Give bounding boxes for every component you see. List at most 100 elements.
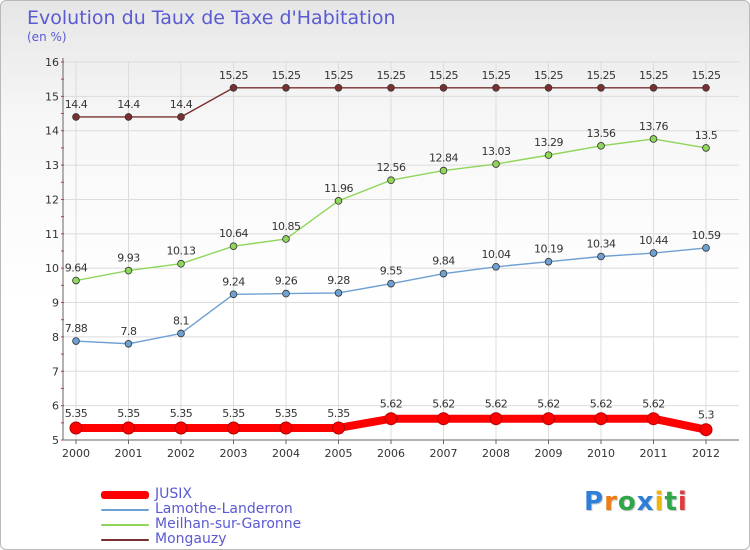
y-tick-label: 8 [52, 331, 59, 344]
data-label: 13.5 [695, 129, 718, 142]
data-point [702, 144, 710, 152]
data-point [647, 412, 660, 426]
legend-swatch [101, 508, 149, 511]
x-tick-label: 2001 [115, 447, 143, 460]
data-label: 5.62 [432, 398, 455, 411]
data-label: 14.4 [65, 98, 88, 111]
data-point [282, 235, 290, 243]
data-label: 13.76 [639, 120, 668, 133]
data-point [334, 289, 343, 297]
data-label: 5.62 [590, 398, 613, 411]
data-point [387, 176, 395, 185]
legend-label: Lamothe-Landerron [155, 501, 293, 517]
data-label: 13.29 [534, 136, 563, 149]
legend-label: Meilhan-sur-Garonne [155, 516, 302, 532]
y-tick-label: 13 [45, 159, 59, 172]
data-label: 15.25 [587, 69, 616, 82]
x-tick-label: 2010 [587, 447, 615, 460]
data-labels: 14.4 14.4 14.4 15.25 15.25 15.25 15.25 15.25 15.… [65, 69, 722, 422]
y-tick-label: 6 [52, 400, 59, 413]
data-label: 5.35 [275, 407, 298, 420]
logo-letter: i [677, 487, 688, 517]
data-point [437, 412, 450, 426]
data-label: 5.3 [698, 409, 714, 422]
data-label: 10.04 [482, 248, 511, 261]
data-label: 15.25 [429, 69, 458, 82]
x-tick-label: 2011 [640, 447, 668, 460]
data-label: 15.25 [534, 69, 563, 82]
legend-label: JUSIX [155, 486, 192, 502]
legend-item: JUSIX [101, 487, 301, 502]
y-tick-label: 16 [45, 56, 59, 69]
data-point [332, 421, 345, 435]
data-point [124, 113, 133, 121]
data-point [174, 421, 188, 435]
logo-letter: i [654, 487, 665, 517]
data-point [544, 151, 553, 159]
legend-item: Lamothe-Landerron [101, 502, 301, 517]
data-point [177, 329, 185, 338]
data-point [597, 142, 605, 150]
data-label: 15.25 [639, 69, 668, 82]
data-point [492, 160, 500, 168]
legend-swatch [101, 490, 149, 499]
y-tick-label: 5 [52, 434, 59, 447]
logo-letter: o [617, 487, 637, 517]
data-label: 7.8 [121, 325, 137, 338]
data-point [702, 244, 710, 252]
data-label: 15.25 [272, 69, 301, 82]
data-label: 5.35 [117, 407, 140, 420]
data-point [229, 290, 238, 299]
data-label: 9.84 [432, 255, 455, 268]
logo-letter: P [584, 487, 605, 517]
y-tick-label: 11 [45, 228, 59, 241]
data-label: 5.35 [170, 407, 193, 420]
chart-title: Evolution du Taux de Taxe d'Habitation [27, 7, 396, 29]
y-tick-label: 10 [45, 262, 59, 275]
x-tick-label: 2005 [325, 447, 353, 460]
data-label: 14.4 [170, 98, 193, 111]
data-point [492, 83, 500, 92]
data-point [649, 83, 658, 92]
data-point [334, 197, 343, 205]
grid [63, 61, 739, 441]
data-label: 10.13 [167, 245, 196, 258]
data-label: 15.25 [219, 69, 248, 82]
data-point [544, 83, 553, 92]
data-point [439, 269, 448, 278]
data-point [489, 412, 503, 426]
x-tick-label: 2004 [272, 447, 300, 460]
data-point [649, 249, 658, 257]
data-point [439, 83, 448, 92]
data-label: 5.35 [65, 407, 88, 420]
logo-letter: t [664, 487, 678, 517]
data-label: 9.28 [327, 274, 350, 287]
data-point [177, 259, 185, 268]
data-point [177, 113, 185, 121]
data-point [384, 412, 398, 426]
data-point [649, 135, 658, 143]
data-label: 10.34 [587, 237, 616, 250]
data-label: 12.84 [429, 152, 458, 165]
data-label: 15.25 [482, 69, 511, 82]
data-point [594, 412, 608, 426]
data-point [227, 421, 240, 435]
data-label: 11.96 [324, 182, 353, 195]
x-tick-label: 2000 [62, 447, 90, 460]
data-point [72, 337, 80, 345]
data-point [124, 339, 133, 348]
logo-letter: x [636, 487, 655, 517]
y-tick-label: 12 [45, 193, 59, 206]
data-label: 12.56 [377, 161, 406, 174]
data-label: 13.03 [482, 145, 511, 158]
y-tick-label: 7 [52, 365, 59, 378]
data-point [282, 83, 290, 92]
data-label: 10.64 [219, 227, 248, 240]
data-label: 5.35 [222, 407, 245, 420]
data-label: 8.1 [173, 314, 189, 327]
x-tick-label: 2008 [482, 447, 510, 460]
data-point [229, 83, 238, 92]
data-label: 5.62 [380, 398, 403, 411]
